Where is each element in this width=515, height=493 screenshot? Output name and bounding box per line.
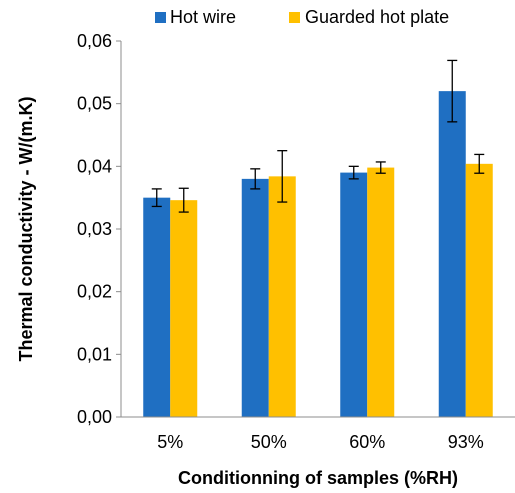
y-tick-label: 0,00 — [77, 407, 112, 427]
y-tick-label: 0,01 — [77, 344, 112, 364]
x-tick-label: 5% — [157, 432, 183, 452]
x-tick-label: 93% — [448, 432, 484, 452]
bar-hot-wire-50pct — [241, 178, 269, 417]
y-tick-label: 0,02 — [77, 282, 112, 302]
y-tick-label: 0,06 — [77, 31, 112, 51]
y-tick-label: 0,05 — [77, 94, 112, 114]
legend-label-hot-wire: Hot wire — [170, 7, 236, 27]
legend: Hot wire Guarded hot plate — [155, 7, 449, 27]
legend-label-guarded-hot-plate: Guarded hot plate — [305, 7, 449, 27]
legend-swatch-hot-wire — [155, 12, 166, 23]
legend-swatch-guarded-hot-plate — [289, 12, 300, 23]
y-tick-label: 0,04 — [77, 156, 112, 176]
bar-hot-wire-93pct — [438, 91, 466, 417]
y-tick-labels: 0,00 0,01 0,02 0,03 0,04 0,05 0,06 — [77, 31, 112, 427]
bars-layer — [143, 91, 493, 417]
x-tick-label: 50% — [251, 432, 287, 452]
axes-layer — [116, 40, 515, 418]
y-tick-label: 0,03 — [77, 219, 112, 239]
error-bars-layer — [151, 59, 485, 213]
bar-hot-wire-60pct — [340, 172, 368, 417]
x-tick-labels: 5% 50% 60% 93% — [157, 432, 484, 452]
bar-guarded-hot-plate-60pct — [367, 167, 395, 417]
bar-guarded-hot-plate-93pct — [465, 163, 493, 417]
x-axis-title: Conditionning of samples (%RH) — [178, 468, 458, 488]
x-tick-label: 60% — [349, 432, 385, 452]
bar-guarded-hot-plate-50pct — [268, 176, 296, 417]
y-axis-title: Thermal conductivity - W/(m.K) — [16, 96, 36, 361]
bar-hot-wire-5pct — [143, 197, 171, 417]
bar-guarded-hot-plate-5pct — [170, 200, 198, 417]
